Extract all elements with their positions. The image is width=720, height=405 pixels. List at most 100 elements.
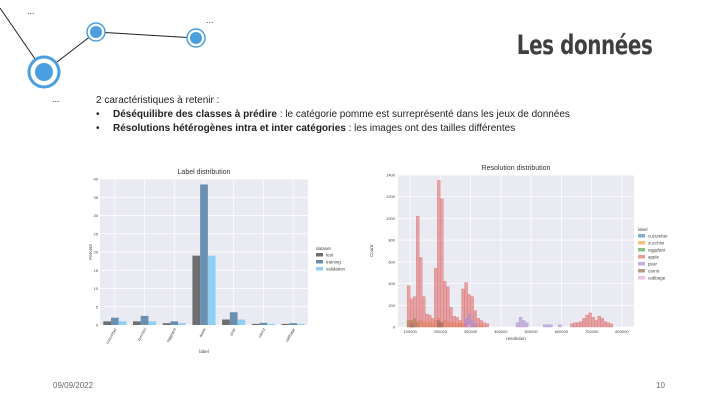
hist-bar-apple: [406, 285, 411, 328]
legend-label: eggplant: [648, 248, 666, 253]
bar-training: [200, 184, 208, 325]
bar-training: [229, 312, 238, 325]
bullet-bold: Résolutions hétérogènes intra et inter c…: [113, 123, 346, 134]
network-decoration: ... ... ...: [0, 6, 214, 104]
legend-swatch: [316, 267, 323, 271]
legend-label: validation: [326, 267, 346, 272]
bar-validation: [148, 321, 157, 325]
y-axis-label: Percent: [88, 243, 93, 259]
bar-test: [103, 321, 111, 325]
hist-bar-pear: [543, 324, 547, 328]
hist-bar-apple: [482, 322, 486, 328]
x-tick-label: 100000: [403, 329, 417, 334]
bullet-text: : le catégorie pomme est surreprésenté d…: [276, 109, 570, 120]
x-tick-label: pear: [228, 326, 237, 336]
x-tick-label: 200000: [434, 329, 448, 334]
hist-bar-carrot: [409, 324, 414, 328]
resolution-distribution-chart: Resolution distribution 0 200 400 600 800 1000…: [369, 165, 668, 341]
x-tick-label: zucchini: [136, 327, 148, 342]
chart-title: Resolution distribution: [482, 165, 551, 172]
hist-bar-apple: [434, 268, 438, 328]
x-tick-label: 800000: [615, 329, 629, 334]
bar-validation: [207, 255, 216, 325]
hist-bar-apple: [585, 314, 589, 328]
legend-swatch: [638, 255, 645, 259]
hist-bar-apple: [461, 288, 465, 328]
x-tick-label: eggplant: [165, 326, 177, 343]
y-tick-label: 5: [96, 304, 99, 309]
bar-test: [192, 255, 201, 325]
hist-bar-apple: [440, 198, 444, 328]
y-axis-label: Count: [369, 244, 374, 257]
legend-swatch: [638, 248, 645, 252]
bullet-text: : les images ont des tailles différentes: [345, 123, 516, 134]
hist-bar-apple: [437, 180, 441, 328]
hist-bar-pear: [515, 322, 520, 328]
y-tick-label: 1000: [386, 216, 396, 221]
hist-bar-apple: [419, 257, 423, 328]
chart-title: Label distribution: [178, 169, 231, 176]
hist-bar-carrot: [437, 320, 441, 328]
x-tick-label: apple: [198, 326, 208, 338]
x-tick-label: 700000: [585, 329, 599, 334]
bullet-list: • Déséquilibre des classes à prédire : l…: [96, 108, 570, 136]
hist-bar-apple: [416, 216, 420, 328]
bar-training: [110, 317, 119, 325]
hist-bar-apple: [449, 307, 453, 328]
hist-bar-apple: [588, 312, 592, 328]
x-tick-label: 400000: [494, 329, 508, 334]
legend-swatch: [638, 276, 645, 280]
hist-bar-apple: [412, 296, 417, 328]
legend-swatch: [316, 253, 323, 257]
hist-bar-apple: [579, 321, 583, 328]
x-axis-label: resolution: [506, 336, 526, 341]
label-distribution-chart: Label distribution 0 5 10 15 20 25 30 35 40 cucumb…: [88, 169, 346, 354]
hist-bar-apple: [573, 322, 577, 328]
hist-bar-apple: [582, 318, 586, 328]
legend-swatch: [316, 260, 323, 264]
hist-bar-cabbage: [518, 324, 523, 328]
bar-test: [281, 323, 290, 325]
legend-swatch: [638, 234, 645, 238]
x-tick-label: cucumber: [105, 326, 118, 344]
plot-area: [398, 175, 634, 327]
x-tick-label: cabbage: [284, 326, 296, 342]
bullet-item: • Résolutions hétérogènes intra et inter…: [96, 122, 570, 136]
bullet-icon: •: [96, 123, 100, 134]
legend-title: label: [638, 227, 648, 232]
legend-label: carrot: [648, 269, 660, 274]
y-tick-label: 25: [94, 231, 99, 236]
bar-validation: [297, 323, 305, 325]
hist-bar-pear: [470, 320, 474, 328]
hist-bar-apple: [606, 322, 610, 328]
ellipsis-top-right: ...: [206, 15, 214, 25]
hist-bar-apple: [455, 317, 459, 328]
y-tick-label: 1400: [386, 173, 396, 178]
hist-bar-carrot: [440, 322, 444, 328]
ellipsis-bottom: ...: [52, 94, 60, 104]
y-tick-label: 35: [94, 195, 99, 200]
y-tick-label: 200: [388, 303, 395, 308]
hist-bar-pear: [521, 320, 526, 328]
bar-validation: [118, 321, 127, 325]
legend-label: pear: [648, 262, 658, 267]
x-tick-label: carrot: [257, 326, 267, 338]
legend-label: apple: [648, 255, 660, 260]
hist-bar-apple: [443, 281, 447, 328]
footer-date: 09/09/2022: [53, 381, 94, 390]
bar-test: [162, 323, 171, 325]
hist-bar-apple: [609, 323, 613, 328]
y-tick-label: 600: [388, 259, 395, 264]
hist-bar-apple: [452, 315, 456, 328]
bar-training: [170, 321, 179, 325]
bar-validation: [178, 323, 186, 325]
hist-bar-apple: [431, 318, 435, 328]
legend-label: training: [326, 260, 341, 265]
y-tick-label: 0: [393, 325, 396, 330]
legend-label: test: [326, 253, 334, 258]
hist-bar-apple: [446, 286, 450, 328]
bar-test: [251, 323, 260, 325]
intro-text: 2 caractéristiques à retenir :: [96, 95, 220, 106]
hist-bar-apple: [591, 317, 595, 328]
legend-label: zucchini: [648, 241, 664, 246]
